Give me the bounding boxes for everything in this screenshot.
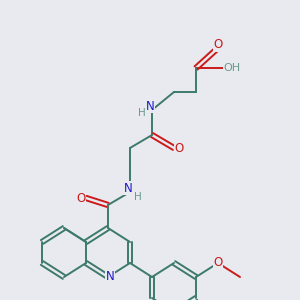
Text: O: O	[76, 191, 85, 205]
Text: O: O	[213, 38, 223, 52]
Text: O: O	[213, 256, 223, 269]
Text: H: H	[138, 108, 146, 118]
Text: H: H	[134, 192, 142, 202]
Text: OH: OH	[224, 63, 241, 73]
Text: O: O	[174, 142, 184, 154]
Text: N: N	[106, 271, 114, 284]
Text: N: N	[146, 100, 154, 112]
Text: N: N	[124, 182, 132, 194]
